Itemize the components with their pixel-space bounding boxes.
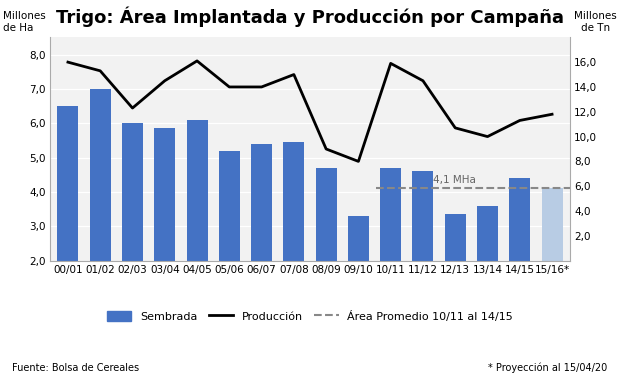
Text: 4,1 MHa: 4,1 MHa <box>433 175 476 185</box>
Bar <box>412 171 433 329</box>
Text: Millones
de Tn: Millones de Tn <box>574 11 616 33</box>
Bar <box>542 189 562 329</box>
Bar <box>154 128 175 329</box>
Text: * Proyección al 15/04/20: * Proyección al 15/04/20 <box>489 363 608 373</box>
Bar <box>509 178 530 329</box>
Legend: Sembrada, Producción, Área Promedio 10/11 al 14/15: Sembrada, Producción, Área Promedio 10/1… <box>102 306 518 326</box>
Bar <box>348 216 369 329</box>
Bar <box>219 151 240 329</box>
Bar <box>90 89 111 329</box>
Text: Millones
de Ha: Millones de Ha <box>4 11 46 33</box>
Bar <box>58 106 78 329</box>
Bar <box>445 214 466 329</box>
Bar <box>251 144 272 329</box>
Bar <box>122 123 143 329</box>
Bar <box>283 142 304 329</box>
Bar <box>316 168 337 329</box>
Bar <box>187 120 208 329</box>
Text: Fuente: Bolsa de Cereales: Fuente: Bolsa de Cereales <box>12 363 140 373</box>
Title: Trigo: Área Implantada y Producción por Campaña: Trigo: Área Implantada y Producción por … <box>56 7 564 27</box>
Bar <box>380 168 401 329</box>
Bar <box>477 206 498 329</box>
